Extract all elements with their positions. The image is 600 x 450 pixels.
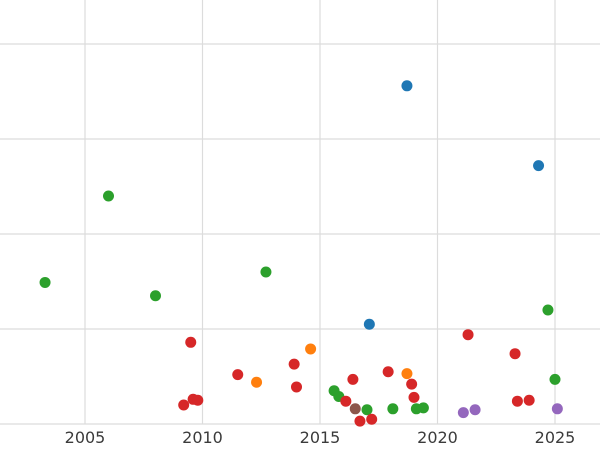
data-point-red [511, 395, 523, 407]
x-tick-label: 2005 [65, 428, 106, 447]
data-point-blue [401, 80, 413, 92]
data-point-red [523, 394, 535, 406]
data-point-red [382, 366, 394, 378]
data-point-red [366, 413, 378, 425]
data-point-blue [363, 318, 375, 330]
data-point-red [340, 395, 352, 407]
data-point-green [260, 266, 272, 278]
data-point-green [39, 276, 51, 288]
x-tick-label: 2010 [182, 428, 223, 447]
data-point-red [185, 336, 197, 348]
data-point-green [549, 373, 561, 385]
data-point-green [103, 190, 114, 202]
data-point-red [408, 391, 420, 403]
data-point-red [347, 373, 359, 385]
x-tick-label: 2025 [535, 428, 576, 447]
data-point-orange [401, 368, 413, 380]
data-point-red [192, 394, 204, 406]
data-point-red [509, 348, 521, 360]
data-point-purple [457, 407, 469, 419]
data-point-red [354, 415, 366, 427]
data-point-red [462, 329, 474, 341]
data-point-orange [305, 343, 317, 355]
x-tick-label: 2020 [417, 428, 458, 447]
data-point-red [232, 369, 244, 381]
data-point-red [406, 378, 418, 390]
data-point-orange [251, 376, 263, 388]
data-point-green [387, 403, 399, 415]
data-point-red [291, 381, 302, 393]
data-point-green [361, 404, 373, 416]
data-point-blue [533, 160, 545, 172]
x-tick-label: 2015 [300, 428, 341, 447]
data-point-green [150, 290, 161, 302]
data-points [39, 80, 563, 427]
data-point-purple [551, 403, 563, 415]
data-point-red [178, 399, 190, 411]
data-point-brown [349, 403, 361, 415]
data-point-green [417, 402, 429, 414]
data-point-purple [469, 404, 481, 416]
x-axis-tick-labels: 2005 2010 2015 2020 2025 [65, 428, 576, 447]
gridlines [0, 0, 600, 425]
data-point-red [288, 358, 300, 370]
data-point-green [542, 304, 554, 316]
